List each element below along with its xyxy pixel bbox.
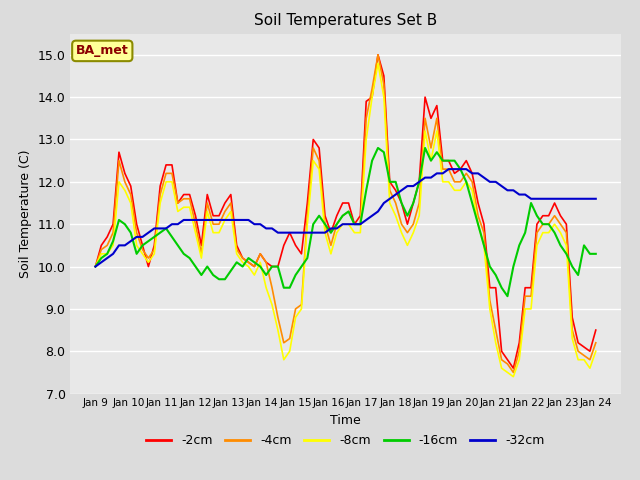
Line: -16cm: -16cm [95,148,596,296]
-16cm [92,264,99,269]
-32cm [522,192,529,197]
Line: -4cm: -4cm [95,55,596,372]
Line: -2cm: -2cm [95,55,596,368]
-16cm [480,242,488,248]
-16cm [374,145,382,151]
-32cm [92,264,99,269]
Line: -8cm: -8cm [95,63,596,377]
-2cm [374,52,382,58]
-32cm [115,242,123,248]
Line: -32cm: -32cm [95,169,596,266]
-4cm [592,340,600,346]
-2cm [115,149,123,155]
-16cm [333,221,340,227]
-8cm [480,242,488,248]
-16cm [145,238,152,244]
-4cm [92,264,99,269]
Text: BA_met: BA_met [76,44,129,58]
-8cm [333,230,340,236]
-8cm [145,259,152,265]
-2cm [145,264,152,269]
-16cm [504,293,511,299]
-16cm [115,217,123,223]
-4cm [374,52,382,58]
-2cm [92,264,99,269]
-4cm [527,293,535,299]
-8cm [374,60,382,66]
-32cm [103,255,111,261]
-2cm [333,213,340,218]
-8cm [92,264,99,269]
-4cm [333,221,340,227]
-4cm [509,370,517,375]
-8cm [527,306,535,312]
X-axis label: Time: Time [330,414,361,427]
-4cm [480,230,488,236]
-32cm [445,166,452,172]
-32cm [333,226,340,231]
-8cm [115,179,123,185]
-2cm [527,285,535,290]
-2cm [509,365,517,371]
-32cm [480,175,488,180]
-32cm [145,230,152,236]
Legend: -2cm, -4cm, -8cm, -16cm, -32cm: -2cm, -4cm, -8cm, -16cm, -32cm [141,429,550,452]
-2cm [480,221,488,227]
-4cm [115,158,123,164]
-32cm [592,196,600,202]
-4cm [145,255,152,261]
-2cm [592,327,600,333]
-16cm [592,251,600,257]
Title: Soil Temperatures Set B: Soil Temperatures Set B [254,13,437,28]
-8cm [103,251,111,257]
-16cm [103,251,111,257]
-8cm [592,348,600,354]
Y-axis label: Soil Temperature (C): Soil Temperature (C) [19,149,32,278]
-4cm [103,242,111,248]
-16cm [527,200,535,206]
-8cm [509,374,517,380]
-2cm [103,234,111,240]
